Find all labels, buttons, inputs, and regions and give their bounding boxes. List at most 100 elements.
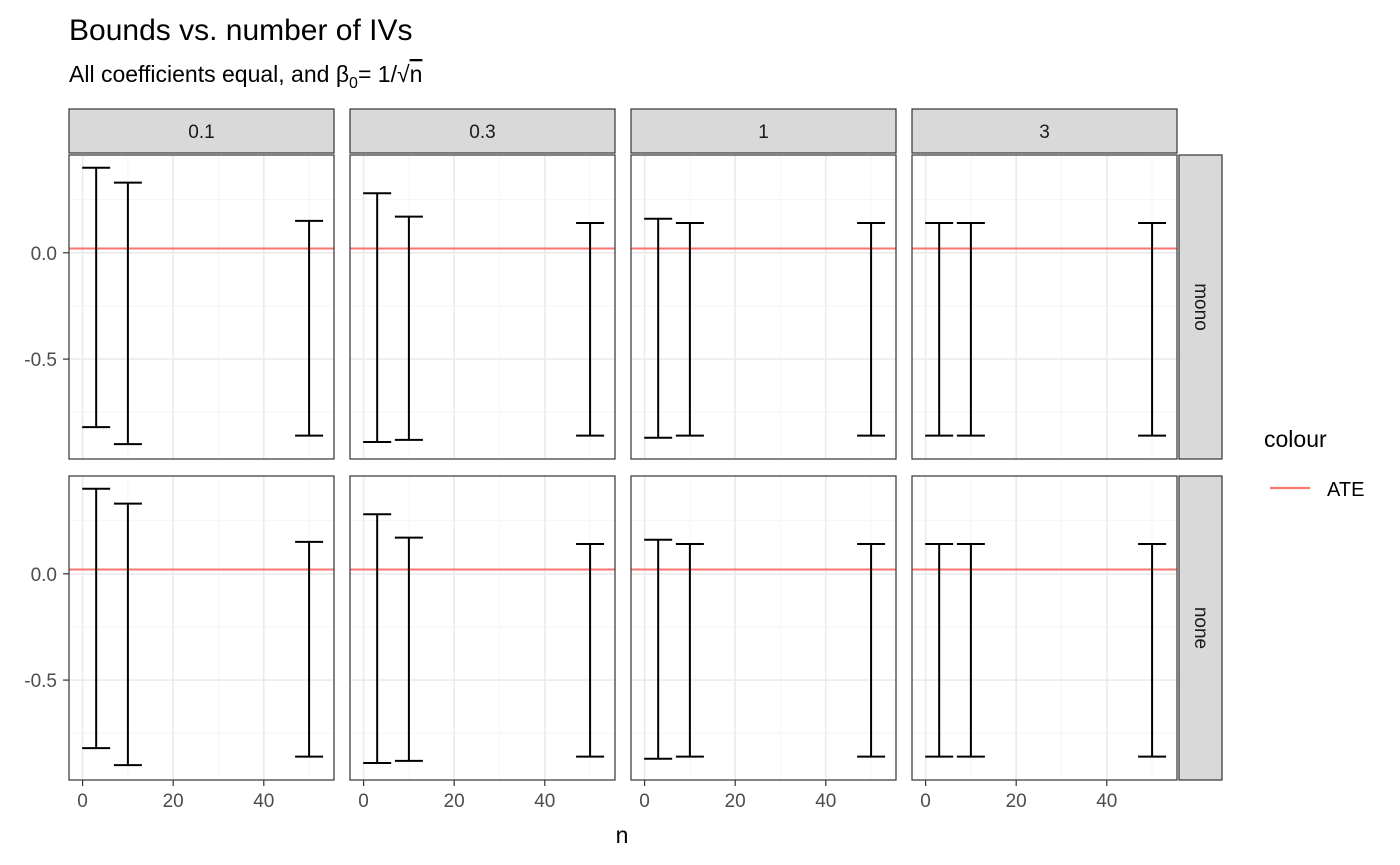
x-axis-title: n bbox=[616, 822, 629, 848]
strip-col-0.1: 0.1 bbox=[68, 108, 335, 154]
chart-title: Bounds vs. number of IVs bbox=[69, 14, 413, 47]
errorbar bbox=[956, 222, 985, 437]
x-tick-label: 0 bbox=[639, 791, 650, 812]
subtitle-beta: β bbox=[336, 61, 349, 87]
panel-border bbox=[68, 154, 335, 460]
errorbar bbox=[295, 540, 324, 758]
x-tick-label: 20 bbox=[1006, 791, 1027, 812]
subtitle-beta-subscript: 0 bbox=[349, 75, 358, 92]
column-facet-strips: 0.1 0.3 1 3 bbox=[68, 108, 1178, 154]
panel-background bbox=[912, 476, 1177, 780]
errorbar bbox=[675, 543, 704, 758]
strip-background bbox=[1178, 154, 1223, 460]
panel-background bbox=[350, 155, 615, 459]
panel-background bbox=[912, 155, 1177, 459]
errorbar bbox=[644, 217, 673, 439]
panel-mono-0.1 bbox=[68, 154, 335, 460]
panel-mono-0.3 bbox=[349, 154, 616, 460]
strip-label: 0.3 bbox=[469, 122, 495, 143]
errorbar bbox=[956, 543, 985, 758]
subtitle-equals: = 1/ bbox=[358, 61, 398, 87]
errorbar bbox=[295, 219, 324, 437]
y-tick-label: 0.0 bbox=[31, 565, 57, 586]
errorbar bbox=[363, 192, 392, 443]
panel-border bbox=[911, 154, 1178, 460]
panel-border bbox=[68, 475, 335, 781]
legend: colour ATE bbox=[1264, 426, 1364, 501]
panel-background bbox=[631, 476, 896, 780]
strip-background bbox=[68, 108, 335, 154]
strip-row-mono: mono bbox=[1178, 154, 1223, 460]
errorbar bbox=[394, 215, 423, 441]
x-tick-label: 0 bbox=[920, 791, 931, 812]
panel-background bbox=[350, 476, 615, 780]
y-tick-label: -0.5 bbox=[24, 671, 57, 692]
subtitle-root-n: n bbox=[410, 61, 423, 87]
panel-border bbox=[349, 475, 616, 781]
x-tick-label: 40 bbox=[815, 791, 836, 812]
strip-col-1: 1 bbox=[630, 108, 897, 154]
errorbar bbox=[363, 513, 392, 764]
errorbar bbox=[576, 543, 605, 758]
x-tick-label: 20 bbox=[444, 791, 465, 812]
x-tick-label: 40 bbox=[1096, 791, 1117, 812]
facet-panels bbox=[68, 154, 1178, 781]
errorbar bbox=[925, 543, 954, 758]
panel-border bbox=[911, 475, 1178, 781]
x-tick-label: 20 bbox=[163, 791, 184, 812]
strip-label: none bbox=[1190, 607, 1211, 649]
errorbar bbox=[857, 543, 886, 758]
strip-background bbox=[1178, 475, 1223, 781]
errorbar bbox=[113, 502, 142, 767]
chart-subtitle: All coefficients equal, and β0= 1/√n bbox=[69, 61, 422, 92]
strip-background bbox=[911, 108, 1178, 154]
errorbar bbox=[82, 166, 111, 429]
panel-none-0.1 bbox=[68, 475, 335, 781]
panel-background bbox=[69, 476, 334, 780]
strip-label: 1 bbox=[758, 122, 769, 143]
y-tick-label: 0.0 bbox=[31, 244, 57, 265]
panel-mono-1 bbox=[630, 154, 897, 460]
strip-label: mono bbox=[1190, 283, 1211, 331]
subtitle-root-sign: √ bbox=[397, 61, 410, 87]
errorbar bbox=[576, 222, 605, 437]
errorbar bbox=[394, 536, 423, 762]
panel-border bbox=[630, 475, 897, 781]
row-facet-strips: mono none bbox=[1178, 154, 1223, 781]
y-axis: 0.0 -0.5 0.0 -0.5 bbox=[24, 244, 69, 692]
strip-label: 3 bbox=[1039, 122, 1050, 143]
panel-none-1 bbox=[630, 475, 897, 781]
x-tick-label: 0 bbox=[358, 791, 369, 812]
subtitle-prefix: All coefficients equal, and bbox=[69, 61, 336, 87]
strip-col-0.3: 0.3 bbox=[349, 108, 616, 154]
x-tick-label: 40 bbox=[534, 791, 555, 812]
x-axis: 0 20 40 0 20 40 0 20 40 0 20 40 bbox=[77, 780, 1117, 812]
strip-background bbox=[630, 108, 897, 154]
errorbar bbox=[857, 222, 886, 437]
errorbar bbox=[644, 538, 673, 760]
errorbar bbox=[675, 222, 704, 437]
x-tick-label: 0 bbox=[77, 791, 88, 812]
panel-mono-3 bbox=[911, 154, 1178, 460]
legend-title: colour bbox=[1264, 426, 1327, 452]
legend-label-ate: ATE bbox=[1327, 479, 1364, 501]
errorbar bbox=[1138, 543, 1167, 758]
errorbar bbox=[113, 181, 142, 446]
errorbar bbox=[82, 487, 111, 750]
panel-background bbox=[69, 155, 334, 459]
errorbar bbox=[1138, 222, 1167, 437]
panel-none-3 bbox=[911, 475, 1178, 781]
panel-none-0.3 bbox=[349, 475, 616, 781]
panel-border bbox=[349, 154, 616, 460]
strip-background bbox=[349, 108, 616, 154]
errorbar bbox=[925, 222, 954, 437]
panel-border bbox=[630, 154, 897, 460]
strip-row-none: none bbox=[1178, 475, 1223, 781]
strip-label: 0.1 bbox=[188, 122, 214, 143]
x-tick-label: 40 bbox=[253, 791, 274, 812]
y-tick-label: -0.5 bbox=[24, 350, 57, 371]
panel-background bbox=[631, 155, 896, 459]
x-tick-label: 20 bbox=[725, 791, 746, 812]
strip-col-3: 3 bbox=[911, 108, 1178, 154]
